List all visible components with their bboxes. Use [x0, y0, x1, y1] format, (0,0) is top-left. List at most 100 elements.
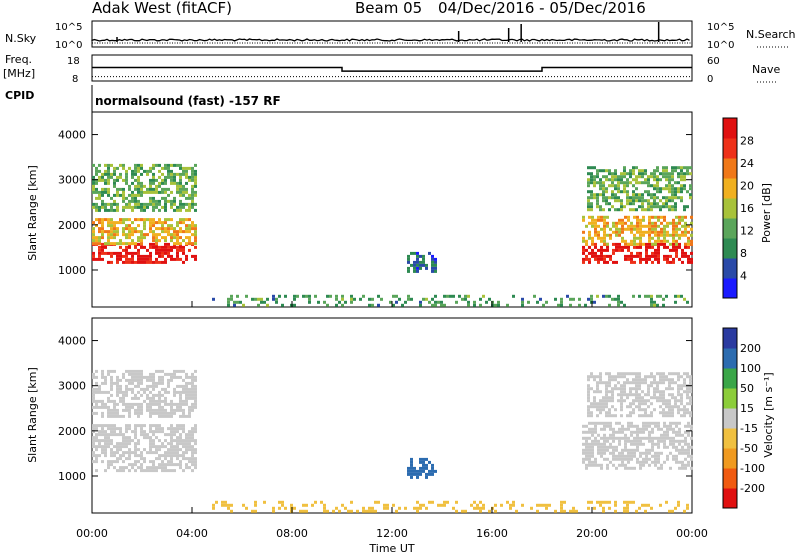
range-cell [446, 294, 449, 298]
range-cell [644, 378, 647, 382]
range-cell [146, 387, 149, 391]
range-cell [230, 297, 233, 301]
range-cell [137, 372, 140, 376]
range-cell [624, 227, 627, 231]
range-cell [98, 230, 101, 234]
range-cell [603, 248, 606, 252]
range-cell [95, 399, 98, 403]
range-cell [170, 172, 173, 176]
range-cell [599, 399, 602, 403]
range-cell [179, 163, 182, 167]
range-cell [672, 233, 675, 237]
range-cell [638, 181, 641, 185]
range-cell [621, 448, 624, 452]
range-cell [602, 399, 605, 403]
x-tick-label: 00:00 [676, 527, 708, 540]
range-cell [602, 500, 605, 504]
range-cell [674, 381, 677, 385]
range-cell [603, 424, 606, 428]
range-cell [618, 430, 621, 434]
range-cell [173, 369, 176, 373]
range-cell [191, 463, 194, 467]
range-cell [305, 509, 308, 513]
range-cell [167, 193, 170, 197]
range-cell [392, 303, 395, 307]
range-cell [596, 294, 599, 298]
range-cell [668, 172, 671, 176]
range-cell [152, 236, 155, 240]
range-cell [615, 221, 618, 225]
range-cell [627, 218, 630, 222]
range-cell [578, 297, 581, 301]
range-cell [668, 190, 671, 194]
range-cell [194, 424, 197, 428]
range-cell [617, 399, 620, 403]
range-cell [110, 175, 113, 179]
range-cell [686, 411, 689, 415]
range-cell [128, 381, 131, 385]
range-cell [648, 463, 651, 467]
range-cell [666, 424, 669, 428]
range-cell [155, 199, 158, 203]
range-cell [609, 227, 612, 231]
range-cell [167, 378, 170, 382]
range-cell [597, 215, 600, 219]
power-colorbar-tick: 24 [740, 157, 754, 170]
range-cell [137, 248, 140, 252]
range-cell [137, 257, 140, 261]
range-cell [668, 178, 671, 182]
range-cell [137, 184, 140, 188]
range-cell [338, 509, 341, 513]
range-cell [155, 260, 158, 264]
range-cell [419, 469, 422, 473]
range-cell [642, 430, 645, 434]
range-cell [603, 227, 606, 231]
range-cell [125, 436, 128, 440]
range-cell [674, 190, 677, 194]
range-cell [185, 242, 188, 246]
range-cell [422, 463, 425, 467]
range-cell [681, 224, 684, 228]
range-cell [639, 430, 642, 434]
range-cell [600, 451, 603, 455]
range-cell [146, 405, 149, 409]
range-cell [188, 439, 191, 443]
range-cell [110, 251, 113, 255]
range-cell [140, 402, 143, 406]
range-cell [188, 208, 191, 212]
range-cell [587, 396, 590, 400]
range-cell [155, 163, 158, 167]
range-cell [185, 448, 188, 452]
range-cell [666, 224, 669, 228]
range-cell [611, 405, 614, 409]
range-cell [648, 433, 651, 437]
range-cell [662, 297, 665, 301]
range-cell [615, 260, 618, 264]
range-cell [122, 163, 125, 167]
range-cell [101, 251, 104, 255]
range-cell [675, 239, 678, 243]
range-cell [479, 303, 482, 307]
range-cell [671, 190, 674, 194]
range-cell [95, 205, 98, 209]
range-cell [644, 411, 647, 415]
range-cell [647, 205, 650, 209]
range-cell [594, 245, 597, 249]
range-cell [176, 230, 179, 234]
range-cell [176, 245, 179, 249]
range-cell [161, 430, 164, 434]
range-cell [173, 208, 176, 212]
range-cell [107, 230, 110, 234]
range-cell [95, 196, 98, 200]
range-cell [326, 294, 329, 298]
noise-left-tick-bottom: 10^0 [55, 40, 82, 51]
range-cell [179, 454, 182, 458]
range-cell [587, 181, 590, 185]
range-cell [176, 424, 179, 428]
range-cell [122, 230, 125, 234]
range-cell [101, 369, 104, 373]
range-cell [164, 202, 167, 206]
y-tick-label: 1000 [58, 264, 86, 277]
range-cell [299, 509, 302, 513]
range-cell [597, 448, 600, 452]
